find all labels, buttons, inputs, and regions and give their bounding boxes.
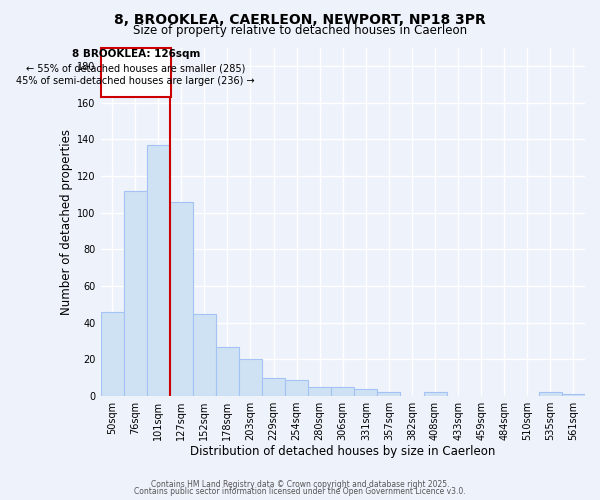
Bar (193, 314, 216, 396)
Bar (331, 387, 355, 396)
Text: Contains HM Land Registry data © Crown copyright and database right 2025.: Contains HM Land Registry data © Crown c… (151, 480, 449, 489)
Text: 8 BROOKLEA: 126sqm: 8 BROOKLEA: 126sqm (71, 50, 200, 59)
Text: 8, BROOKLEA, CAERLEON, NEWPORT, NP18 3PR: 8, BROOKLEA, CAERLEON, NEWPORT, NP18 3PR (114, 12, 486, 26)
Bar (101, 312, 124, 396)
Bar (239, 360, 262, 396)
Text: Contains public sector information licensed under the Open Government Licence v3: Contains public sector information licen… (134, 488, 466, 496)
Bar (355, 389, 377, 396)
Bar (170, 202, 193, 396)
Bar (124, 190, 146, 396)
Bar (562, 394, 585, 396)
Bar (308, 387, 331, 396)
Text: Size of property relative to detached houses in Caerleon: Size of property relative to detached ho… (133, 24, 467, 37)
X-axis label: Distribution of detached houses by size in Caerleon: Distribution of detached houses by size … (190, 444, 496, 458)
Bar (424, 392, 446, 396)
Bar (146, 144, 170, 396)
Bar (377, 392, 400, 396)
Bar (285, 380, 308, 396)
Bar (262, 378, 285, 396)
Y-axis label: Number of detached properties: Number of detached properties (60, 129, 73, 315)
Text: 45% of semi-detached houses are larger (236) →: 45% of semi-detached houses are larger (… (16, 76, 255, 86)
Bar (101, 48, 171, 97)
Bar (539, 392, 562, 396)
Bar (216, 346, 239, 396)
Text: ← 55% of detached houses are smaller (285): ← 55% of detached houses are smaller (28… (26, 63, 245, 73)
